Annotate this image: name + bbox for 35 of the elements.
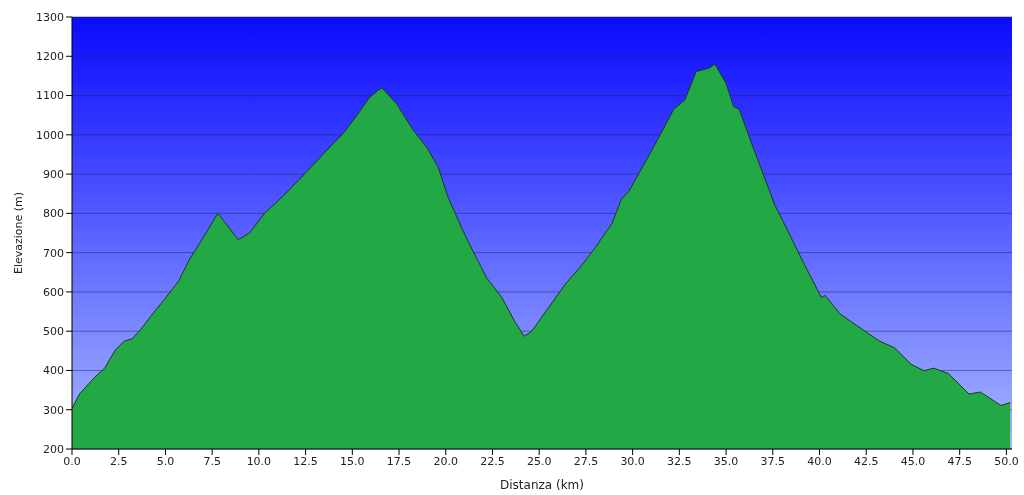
x-tick-label: 5.0 xyxy=(156,454,175,468)
x-tick-label: 17.5 xyxy=(386,454,412,468)
y-tick-label: 200 xyxy=(43,442,64,456)
y-axis-title: Elevazione (m) xyxy=(11,191,25,275)
y-tick-label: 900 xyxy=(43,168,64,181)
x-tick-label: 30.0 xyxy=(620,454,645,468)
y-tick-label: 700 xyxy=(43,246,64,260)
y-tick-label: 500 xyxy=(43,325,64,339)
y-tick-label: 600 xyxy=(43,285,64,299)
x-tick-label: 10.0 xyxy=(246,454,272,468)
y-tick-label: 1300 xyxy=(36,10,64,24)
x-tick-label: 32.5 xyxy=(667,454,692,468)
x-tick-label: 37.5 xyxy=(760,454,786,468)
y-tick-label: 300 xyxy=(43,403,64,417)
x-tick-label: 7.5 xyxy=(203,454,221,468)
x-tick-label: 15.0 xyxy=(340,454,365,468)
x-tick-label: 22.5 xyxy=(480,454,505,468)
y-tick-label: 1200 xyxy=(36,50,64,64)
x-tick-label: 42.5 xyxy=(853,454,879,468)
x-tick-label: 45.0 xyxy=(900,454,926,468)
y-tick-label: 800 xyxy=(43,207,64,221)
y-tick-label: 400 xyxy=(43,364,64,378)
y-tick-label: 1100 xyxy=(36,89,64,103)
x-tick-label: 47.5 xyxy=(947,454,972,468)
x-tick-label: 50.0 xyxy=(994,454,1019,468)
x-tick-label: 0.0 xyxy=(63,454,81,468)
x-axis-title: Distanza (km) xyxy=(500,478,584,492)
x-tick-label: 35.0 xyxy=(713,454,739,468)
x-tick-label: 20.0 xyxy=(433,454,459,468)
x-tick-label: 2.5 xyxy=(109,454,128,468)
x-tick-label: 40.0 xyxy=(807,454,832,468)
x-tick-label: 27.5 xyxy=(573,454,599,468)
x-tick-label: 12.5 xyxy=(293,454,318,468)
y-tick-label: 1000 xyxy=(36,128,64,142)
x-tick-label: 25.0 xyxy=(526,454,552,468)
